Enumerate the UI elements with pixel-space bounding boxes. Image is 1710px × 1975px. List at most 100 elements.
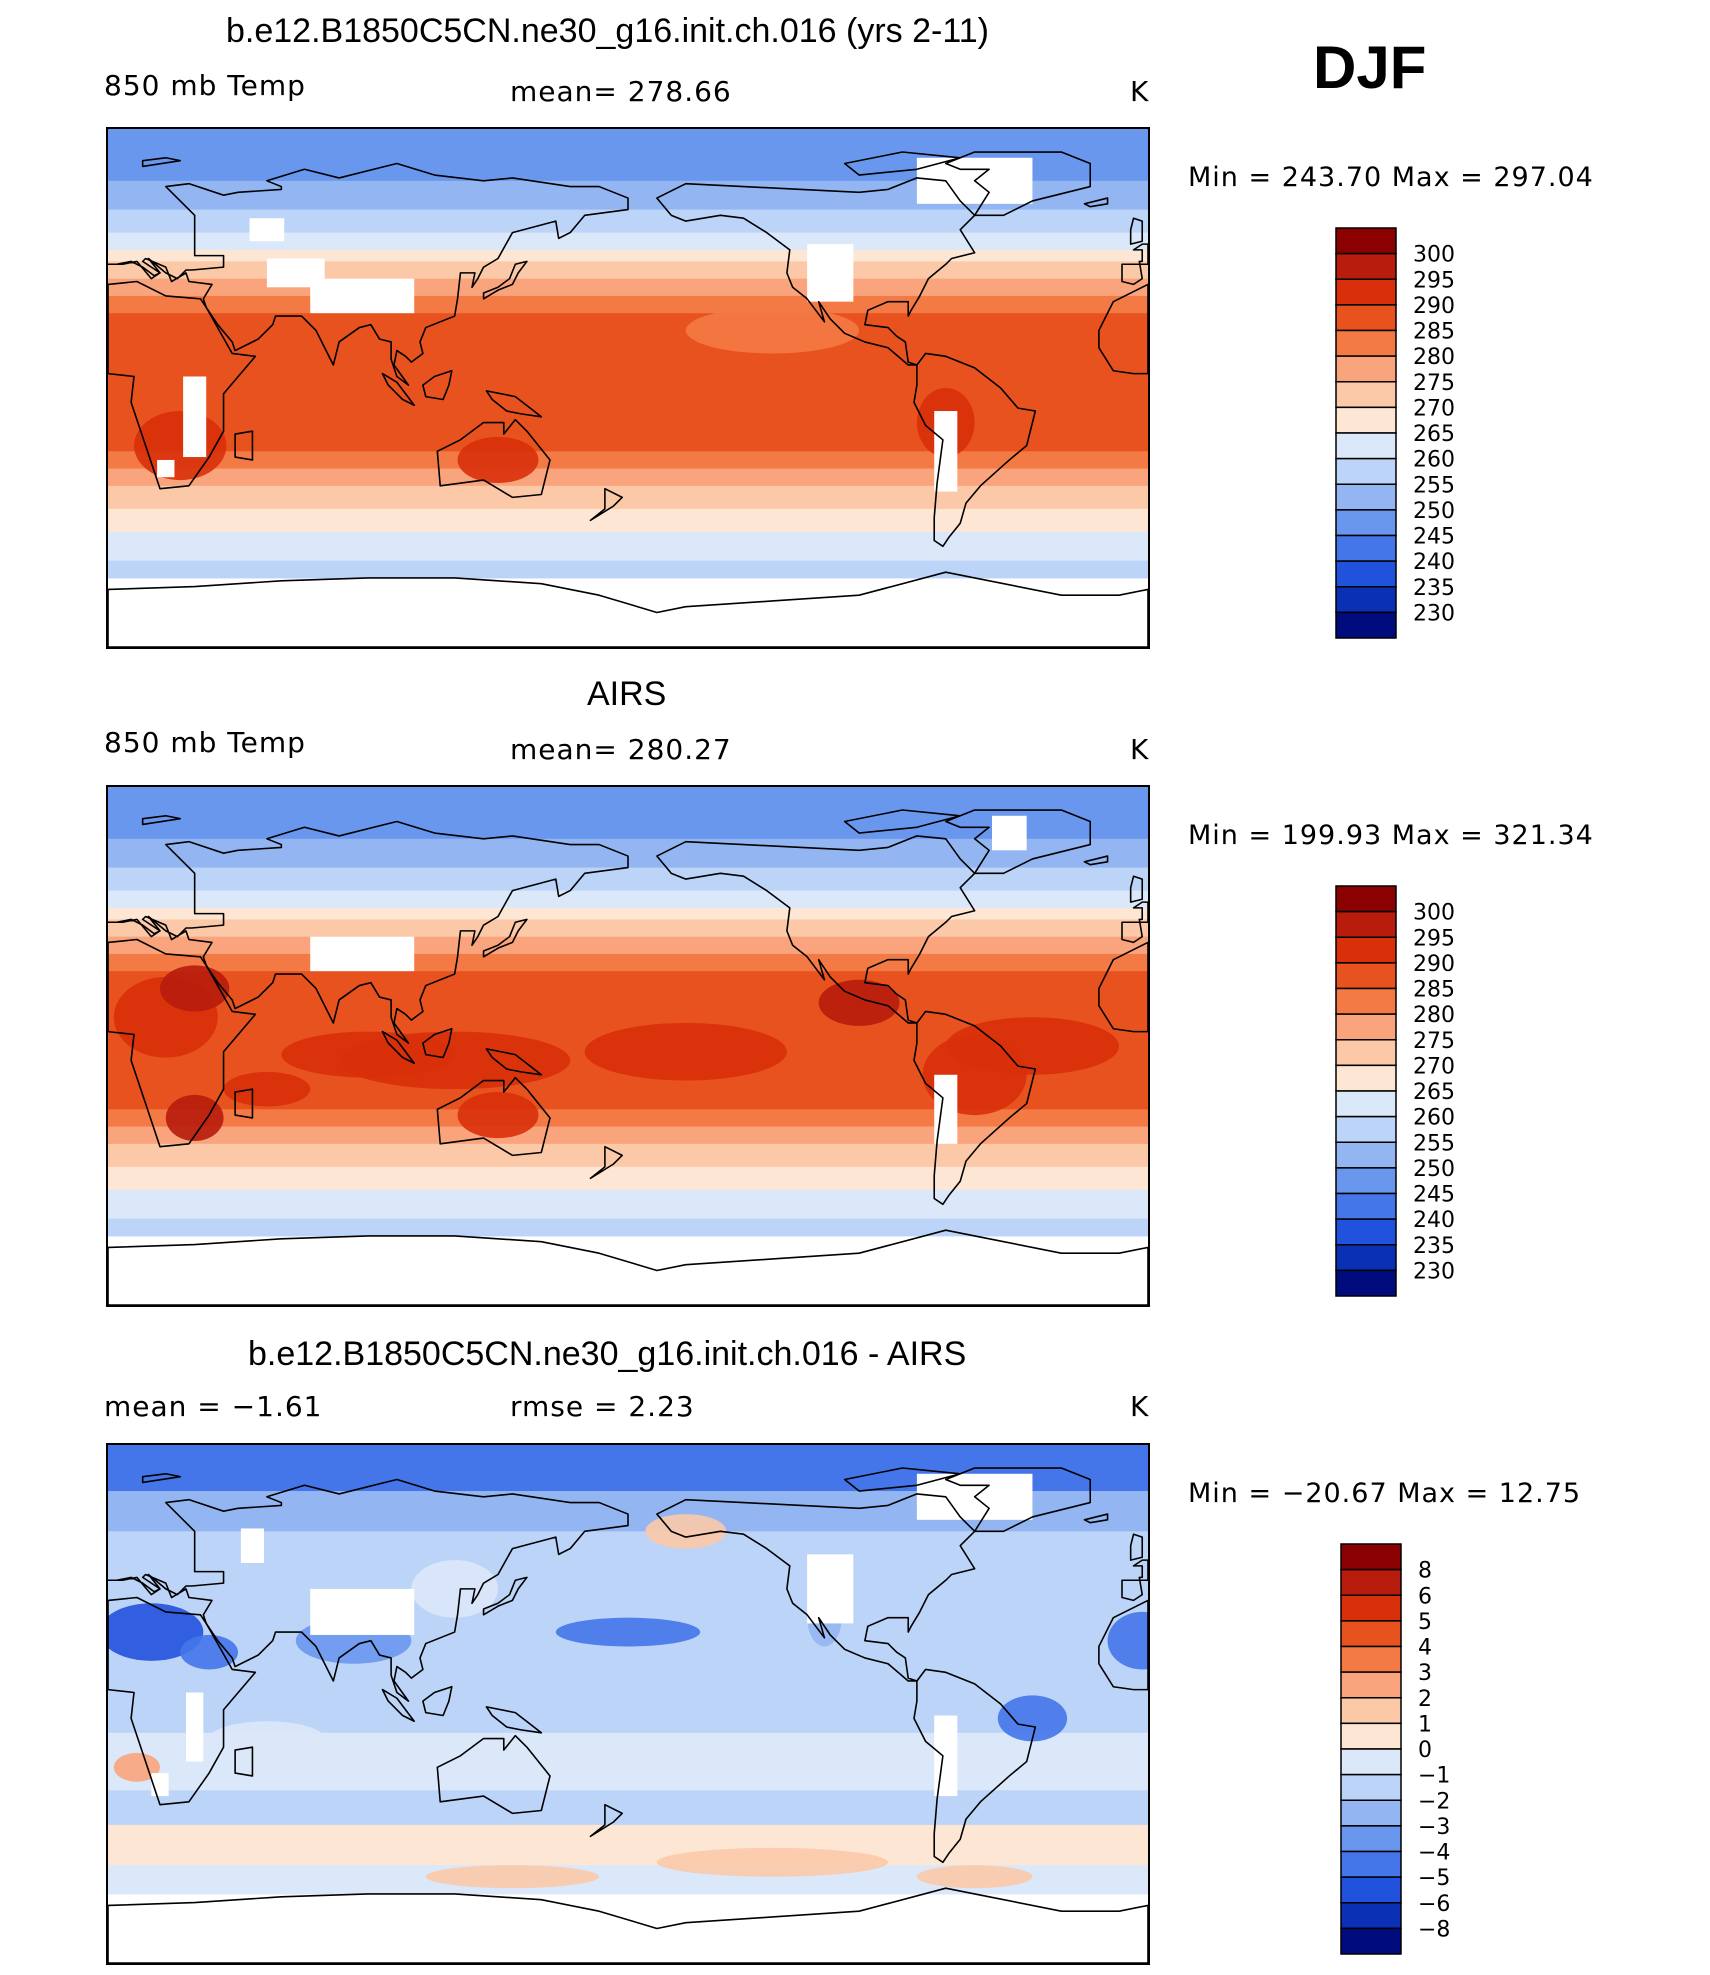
field-anomaly <box>223 1071 311 1107</box>
colorbar-tick-label: −3 <box>1418 1815 1450 1840</box>
map-model-temperature <box>108 129 1148 647</box>
colorbar-tick-label: −1 <box>1418 1764 1450 1789</box>
field-band <box>108 1531 1148 1590</box>
coastline-iceland <box>1083 197 1109 208</box>
colorbar-tick-label: 230 <box>1413 1259 1455 1284</box>
field-anomaly <box>454 330 686 388</box>
colorbar-2: 3002952902852802752702652602552502452402… <box>1335 885 1455 1297</box>
field-band <box>108 278 1148 297</box>
field-band <box>108 787 1148 840</box>
missing-data-region <box>183 376 207 458</box>
coastline-africaWest <box>1098 1599 1148 1691</box>
coastline-svalbard <box>141 1472 182 1484</box>
colorbar-tick-label: −6 <box>1418 1892 1450 1917</box>
coastline-australia <box>436 418 551 499</box>
coastline-greenland <box>944 1467 1092 1533</box>
coastline-madagascar <box>234 430 254 461</box>
coastline-sumatra <box>381 1688 416 1723</box>
field-anomaly <box>818 979 900 1026</box>
field-anomaly <box>281 1031 455 1078</box>
colorbar-swatch <box>1335 355 1397 383</box>
coastline-europeWest <box>1121 901 1148 944</box>
colorbar-swatch <box>1335 1115 1397 1143</box>
field-band <box>108 451 1148 470</box>
missing-data-region <box>266 258 325 288</box>
coastline-greenland <box>944 151 1092 217</box>
coastline-newGuinea <box>485 1706 543 1734</box>
colorbar-swatch <box>1340 1568 1402 1596</box>
field-band <box>108 936 1148 955</box>
colorbar-swatch <box>1335 483 1397 511</box>
colorbar-swatch <box>1335 534 1397 562</box>
colorbar-tick-label: 250 <box>1413 1157 1455 1182</box>
coastline-africaEast <box>108 280 257 490</box>
coastline-africaWest <box>1098 283 1148 375</box>
map-difference <box>108 1445 1148 1963</box>
coastline-newGuinea <box>485 1048 543 1076</box>
colorbar-tick-label: 295 <box>1413 268 1455 293</box>
colorbar-swatch <box>1340 1671 1402 1699</box>
field-band <box>108 919 1148 938</box>
field-anomaly <box>645 1514 727 1549</box>
colorbar-tick-label: −2 <box>1418 1789 1450 1814</box>
panel-2-mean-label: mean= 280.27 <box>510 733 732 766</box>
colorbar-tick-label: 255 <box>1413 1131 1455 1156</box>
coastline-northAmerica <box>656 177 976 366</box>
coastline-madagascar <box>234 1088 254 1119</box>
field-band <box>108 1143 1148 1168</box>
field-anomaly <box>916 1865 1033 1889</box>
colorbar-tick-label: 0 <box>1418 1738 1432 1763</box>
colorbar-1: 3002952902852802752702652602552502452402… <box>1335 227 1455 639</box>
field-anomaly <box>989 321 1076 368</box>
field-anomaly <box>165 1094 224 1141</box>
coastline-iceland <box>1083 1513 1109 1524</box>
panel-2-left-label: 850 mb Temp <box>104 726 306 759</box>
coastline-europe <box>108 162 629 386</box>
colorbar-swatch <box>1340 1927 1402 1955</box>
coastline-borneo <box>422 1685 453 1717</box>
colorbar-swatch <box>1335 1167 1397 1195</box>
colorbar-swatch <box>1335 910 1397 938</box>
field-band <box>108 890 1148 909</box>
colorbar-swatch <box>1340 1876 1402 1904</box>
panel-1-minmax: Min = 243.70 Max = 297.04 <box>1188 162 1594 193</box>
colorbar-swatch <box>1335 1064 1397 1092</box>
coastline-europeWest <box>1121 1559 1148 1602</box>
colorbar-swatch <box>1335 611 1397 639</box>
colorbar-tick-label: 230 <box>1413 601 1455 626</box>
colorbar-tick-label: 295 <box>1413 926 1455 951</box>
field-anomaly <box>113 1752 160 1782</box>
coastline-southAmerica <box>913 352 1037 548</box>
colorbar-tick-label: 255 <box>1413 473 1455 498</box>
missing-data-region <box>310 936 415 972</box>
colorbar-tick-label: 280 <box>1413 345 1455 370</box>
coastline-southAmerica <box>913 1010 1037 1206</box>
coastline-japan <box>482 918 528 958</box>
colorbar-tick-label: 270 <box>1413 1054 1455 1079</box>
field-band <box>108 560 1148 579</box>
colorbar-swatch <box>1335 1013 1397 1041</box>
coastline-arcticIsles <box>843 1467 962 1492</box>
field-band <box>108 1646 1148 1734</box>
coastline-svalbard <box>141 156 182 168</box>
colorbar-swatch <box>1335 987 1397 1015</box>
coastline-iceland <box>1083 855 1109 866</box>
colorbar-swatch <box>1340 1825 1402 1853</box>
coastline-nz <box>589 487 624 522</box>
field-anomaly <box>266 379 412 426</box>
colorbar-swatch <box>1340 1850 1402 1878</box>
missing-data-region <box>807 244 854 302</box>
field-anomaly <box>584 1022 787 1081</box>
colorbar-swatch <box>1335 936 1397 964</box>
colorbar-tick-label: 290 <box>1413 952 1455 977</box>
colorbar-swatch <box>1335 432 1397 460</box>
colorbar-swatch <box>1335 278 1397 306</box>
field-band <box>108 1790 1148 1826</box>
colorbar-swatch <box>1335 252 1397 280</box>
missing-data-region <box>934 411 958 492</box>
colorbar-tick-label: 235 <box>1413 1234 1455 1259</box>
field-anomaly <box>685 307 860 354</box>
field-band <box>108 1218 1148 1237</box>
panel-1-map <box>106 127 1150 649</box>
field-band <box>108 1166 1148 1191</box>
